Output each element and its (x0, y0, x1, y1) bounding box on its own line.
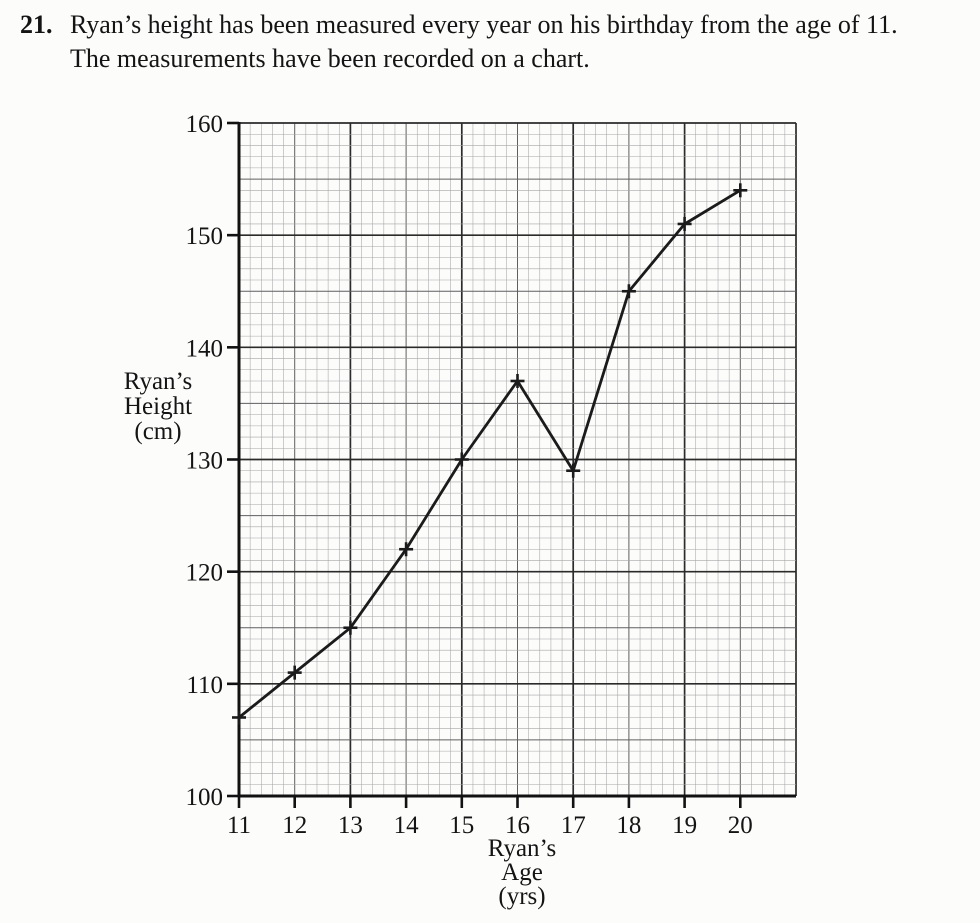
data-point-marker (566, 463, 581, 478)
data-point-marker (399, 542, 414, 557)
data-series-group (232, 183, 748, 725)
x-tick-label: 20 (728, 812, 753, 839)
data-line (237, 188, 742, 719)
data-point-marker (343, 620, 358, 635)
x-tick-label: 13 (338, 812, 363, 839)
x-tick-label: 11 (227, 812, 251, 839)
data-point-marker (733, 183, 748, 198)
x-tick-label: 17 (561, 812, 586, 839)
y-tick-label: 100 (186, 784, 224, 811)
y-tick-label: 160 (186, 111, 224, 138)
grid-group (238, 122, 797, 797)
x-tick-label: 14 (394, 812, 420, 839)
x-axis-title-line: (yrs) (498, 883, 545, 910)
data-point-marker (232, 710, 246, 725)
ticks-group: 100 110 120 130 140 150 160 11 12 13 14 15 16 17 18 19 2… (186, 111, 753, 839)
y-tick-label: 140 (186, 335, 224, 362)
data-point-marker (287, 665, 302, 680)
x-tick-label: 15 (449, 812, 474, 839)
question-text-line-1: Ryan’s height has been measured every ye… (70, 10, 898, 39)
question-block: 21. Ryan’s height has been measured ever… (20, 8, 970, 76)
data-point-marker (510, 373, 525, 388)
y-axis-title-line: Height (124, 393, 192, 420)
question-text: Ryan’s height has been measured every ye… (70, 8, 898, 76)
question-text-line-2: The measurements have been recorded on a… (70, 44, 590, 73)
x-axis-title-line: Ryan’s (488, 835, 556, 862)
x-tick-label: 18 (616, 812, 641, 839)
x-tick-label: 12 (282, 812, 307, 839)
y-tick-label: 150 (186, 223, 224, 250)
x-axis-title-line: Age (501, 859, 543, 886)
data-point-marker (677, 216, 692, 231)
y-axis-title-line: Ryan’s (124, 368, 192, 395)
x-tick-label: 19 (672, 812, 697, 839)
y-axis-title-line: (cm) (134, 418, 181, 445)
data-point-marker (621, 284, 636, 299)
y-tick-label: 110 (186, 672, 223, 699)
x-tick-label: 16 (505, 812, 530, 839)
y-tick-label: 120 (186, 560, 224, 587)
question-number: 21. (20, 10, 53, 39)
y-tick-label: 130 (186, 448, 224, 475)
data-point-marker (454, 452, 469, 467)
